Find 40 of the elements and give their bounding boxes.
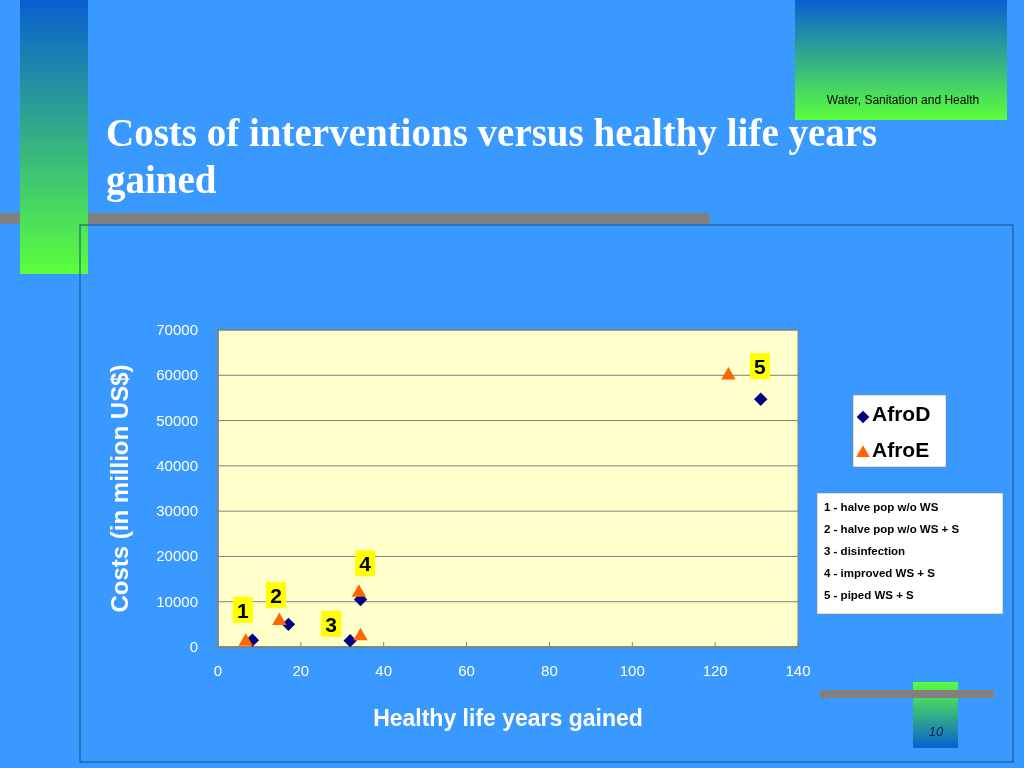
text: 10 xyxy=(928,724,944,739)
x-tick-label: 100 xyxy=(619,662,645,679)
x-tick-label: 140 xyxy=(785,662,811,679)
x-tick-label: 40 xyxy=(375,662,393,679)
y-tick-label: 50000 xyxy=(156,411,198,429)
point xyxy=(754,392,768,406)
y-tick-label: 20000 xyxy=(156,547,198,565)
annotation: 5 xyxy=(754,355,767,379)
y-tick-label: 60000 xyxy=(156,366,198,384)
point xyxy=(721,366,736,380)
x-tick-label: 80 xyxy=(541,662,558,679)
annotation: 3 xyxy=(325,612,337,636)
y-tick-label: 70000 xyxy=(156,321,198,338)
y-tick-label: 10000 xyxy=(156,592,198,610)
annotation: 4 xyxy=(359,552,372,576)
text: Water, Sanitation and Health xyxy=(826,93,980,107)
point xyxy=(353,627,368,641)
x-axis-title: Healthy life years gained xyxy=(373,705,643,731)
text: 4 - improved WS + S xyxy=(824,567,936,579)
y-tick-label: 30000 xyxy=(156,502,198,520)
point xyxy=(351,584,367,597)
y-tick-label: 0 xyxy=(189,638,198,655)
y-tick-label: 40000 xyxy=(156,456,198,474)
text: 3 - disinfection xyxy=(824,545,906,557)
point xyxy=(343,633,357,648)
text: 2 - halve pop w/o WS + S xyxy=(824,523,960,535)
x-tick-label: 120 xyxy=(702,662,728,679)
text: 5 - piped WS + S xyxy=(824,589,915,601)
point xyxy=(272,612,287,625)
x-tick-label: 20 xyxy=(292,662,310,679)
annotation: 1 xyxy=(237,598,250,622)
chart-title: Costs of interventions versus healthy life years gained xyxy=(106,111,878,202)
x-tick-label: 0 xyxy=(213,662,223,679)
annotation: 2 xyxy=(270,583,282,607)
y-axis-title: Costs (in million US$) xyxy=(106,364,133,613)
legend-label: AfroE xyxy=(872,438,930,461)
point xyxy=(238,633,253,646)
text: 1 - halve pop w/o WS xyxy=(824,501,939,513)
x-tick-label: 60 xyxy=(458,662,475,679)
legend-label: AfroD xyxy=(872,402,931,425)
